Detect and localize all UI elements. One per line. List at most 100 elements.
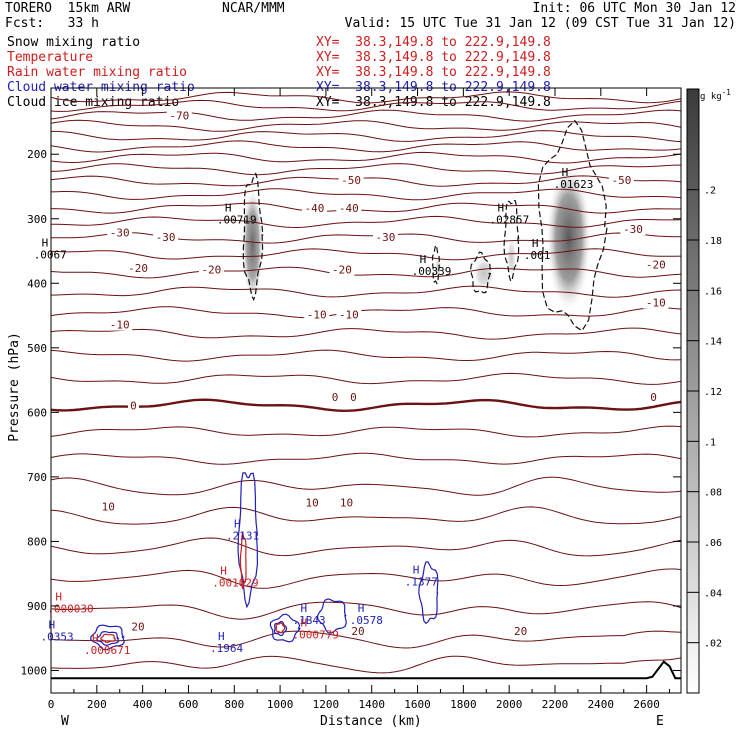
isotherm-line [51, 568, 681, 589]
temperature-label: 10 [102, 501, 115, 514]
colorbar-tick-label: .2 [704, 186, 716, 197]
maximum-value-label: .01623 [554, 178, 594, 191]
maximum-h-marker: H [532, 237, 539, 250]
temperature-label: -40 [305, 202, 325, 215]
maximum-value-label: .001029 [212, 577, 258, 590]
plot-frame [50, 87, 682, 694]
temperature-label-bg [99, 500, 118, 513]
temperature-label: -50 [341, 174, 361, 187]
isotherm-line [51, 285, 681, 298]
temperature-label: 20 [131, 621, 144, 634]
cloud-water-contour [237, 472, 259, 609]
temperature-label: -30 [156, 231, 176, 244]
temperature-label-bg [337, 496, 356, 509]
temperature-label: 0 [350, 391, 357, 404]
temperature-label: -10 [339, 308, 359, 321]
maximum-h-marker: H [234, 518, 241, 531]
maximum-h-marker: H [562, 166, 569, 179]
temperature-label-bg [166, 109, 192, 122]
temperature-label-bg [153, 230, 179, 243]
maximum-h-marker: H [48, 618, 55, 631]
temperature-label-bg [304, 308, 330, 321]
temperature-label-bg [336, 308, 362, 321]
cloud-water-contour [96, 630, 120, 646]
colorbar-tick-label: .06 [704, 538, 722, 549]
ice-shading-0 [242, 189, 263, 300]
temperature-label: -70 [169, 110, 189, 123]
colorbar-tick-label: .02 [704, 639, 722, 650]
x-tick-label: 2200 [542, 698, 569, 711]
temperature-label: -20 [201, 264, 221, 277]
temperature-label: -20 [128, 262, 148, 275]
maximum-value-label: .000030 [47, 603, 93, 616]
x-tick-label: 1200 [313, 698, 340, 711]
maximum-value-label: .00719 [217, 213, 257, 226]
temperature-label: 20 [351, 625, 364, 638]
maximum-h-marker: H [413, 563, 420, 576]
cloud-water-contour [273, 620, 288, 637]
maximum-value-label: .1964 [210, 642, 243, 655]
temperature-label-bg [348, 625, 367, 638]
field-temperature-xy: XY= 38.3,149.8 to 222.9,149.8 [316, 50, 551, 65]
isotherm-line [51, 99, 681, 112]
x-tick-label: 1800 [450, 698, 477, 711]
maximum-h-marker: H [42, 236, 49, 249]
ice-contour [470, 251, 492, 294]
isotherm-line [51, 452, 681, 465]
cloud-water-contour [316, 598, 347, 634]
maximum-value-label: .000779 [292, 628, 338, 641]
temperature-label: -20 [332, 264, 352, 277]
isotherm-line [51, 425, 681, 438]
temperature-label-bg [511, 625, 530, 638]
maximum-h-marker: H [218, 630, 225, 643]
colorbar-unit-exp: -1 [721, 88, 731, 97]
temperature-label-bg [107, 318, 133, 331]
isotherm-line [51, 601, 681, 620]
maximum-h-marker: H [358, 602, 365, 615]
x-tick-label: 2400 [588, 698, 615, 711]
ice-contour [431, 244, 440, 285]
temperature-label: 0 [130, 399, 137, 412]
y-tick-label: 600 [27, 406, 47, 419]
ice-contour [242, 172, 264, 302]
temperature-label: 0 [332, 391, 339, 404]
isotherm-line [51, 476, 681, 496]
cloud-water-contour [90, 624, 125, 651]
temperature-label-bg [329, 390, 341, 403]
isotherm-line [51, 327, 681, 340]
x-tick-label: 1000 [267, 698, 294, 711]
temperature-label-bg [125, 261, 151, 274]
temperature-label: 0 [650, 391, 657, 404]
y-tick-label: 300 [27, 213, 47, 226]
maximum-value-label: .0353 [40, 630, 73, 643]
temperature-label-bg [643, 296, 669, 309]
y-tick-label: 700 [27, 471, 47, 484]
maximum-h-marker: H [55, 591, 62, 604]
temperature-label-bg [648, 390, 660, 403]
field-temperature: Temperature [7, 50, 94, 65]
isotherm-line [51, 130, 681, 143]
x-tick-label: 800 [224, 698, 244, 711]
isotherm-line [51, 175, 681, 187]
colorbar-tick-label: .16 [704, 286, 722, 297]
isotherm-line [51, 630, 681, 649]
x-tick-label: 1400 [358, 698, 385, 711]
temperature-label: -50 [611, 174, 631, 187]
maximum-h-marker: H [220, 565, 227, 578]
isotherm-line [51, 188, 681, 201]
x-tick-label: 2000 [496, 698, 523, 711]
temperature-label: -20 [646, 259, 666, 272]
temperature-label: 10 [306, 497, 319, 510]
temperature-label-bg [127, 399, 139, 412]
maximum-value-label: .1B43 [292, 614, 325, 627]
isotherm-line [51, 537, 681, 557]
colorbar-tick-label: .18 [704, 236, 722, 247]
x-axis-title: Distance (km) [320, 714, 422, 729]
x-end-left: W [61, 714, 69, 729]
temperature-label-bg [608, 174, 634, 187]
maximum-value-label: .00339 [412, 265, 452, 278]
maximum-value-label: .02857 [489, 213, 529, 226]
maximum-h-marker: H [92, 632, 99, 645]
temperature-label-bg [107, 226, 133, 239]
